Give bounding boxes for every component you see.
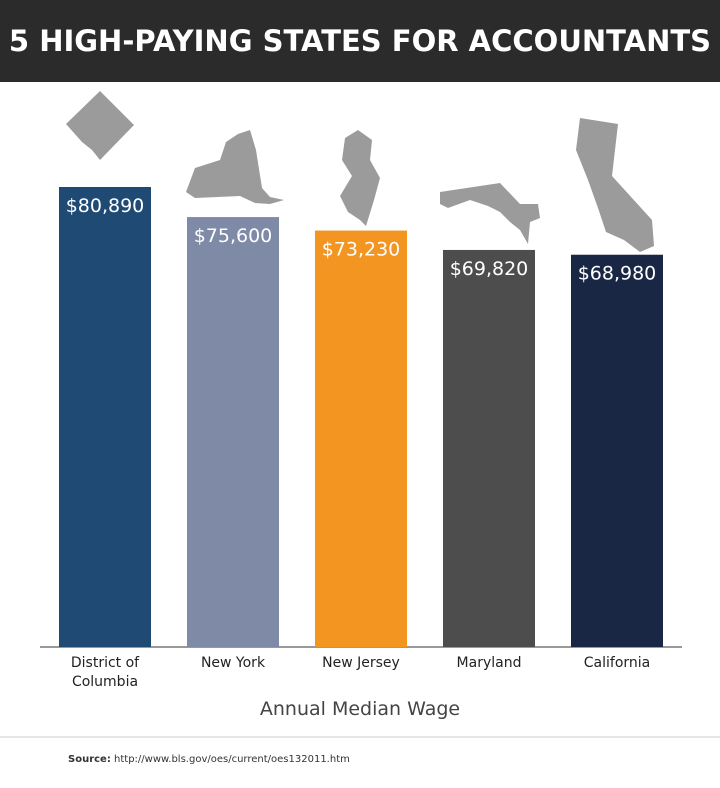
state-shapes — [66, 91, 654, 252]
bar — [187, 217, 279, 647]
md-shape — [440, 183, 540, 244]
bar — [315, 230, 407, 647]
bar — [443, 249, 535, 648]
nj-shape — [340, 130, 380, 226]
value-label: $69,820 — [450, 258, 529, 280]
chart-title: 5 HIGH-PAYING STATES FOR ACCOUNTANTS — [0, 0, 720, 82]
x-axis-label: Annual Median Wage — [259, 698, 461, 720]
x-tick-label: New York — [200, 655, 266, 671]
dc-shape — [66, 91, 134, 160]
bar — [59, 187, 151, 647]
ny-shape — [186, 130, 284, 204]
x-tick-label: District of Columbia — [70, 655, 140, 690]
x-tick-label: New Jersey — [322, 655, 400, 671]
value-label: $73,230 — [322, 239, 401, 261]
x-tick-label: California — [583, 655, 651, 671]
x-tick-label: Maryland — [456, 655, 522, 671]
ca-shape — [576, 118, 654, 252]
source-url: http://www.bls.gov/oes/current/oes132011… — [114, 754, 350, 765]
value-label: $68,980 — [578, 263, 657, 285]
source: Source: http://www.bls.gov/oes/current/o… — [68, 754, 350, 765]
value-label: $75,600 — [194, 225, 273, 247]
bar — [571, 254, 663, 648]
source-label: Source: — [68, 754, 111, 765]
value-label: $80,890 — [66, 195, 145, 217]
